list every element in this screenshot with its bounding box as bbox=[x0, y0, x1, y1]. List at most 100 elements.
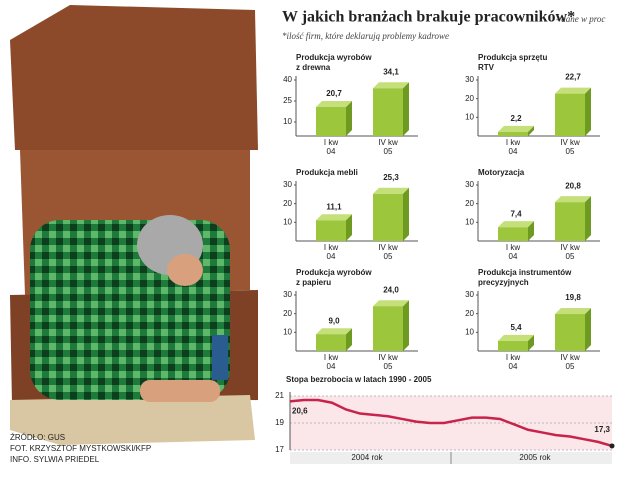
chart-title: Motoryzacja bbox=[478, 168, 525, 177]
x-tick-label: 05 bbox=[384, 252, 393, 261]
title: W jakich branżach brakuje pracowników* bbox=[282, 9, 575, 26]
y-tick-label: 10 bbox=[283, 327, 292, 336]
x-tick-label: 2005 rok bbox=[519, 453, 551, 462]
bar-side bbox=[346, 328, 352, 351]
bar bbox=[373, 193, 403, 241]
x-tick-label: IV kw bbox=[378, 243, 398, 252]
x-tick-label: I kw bbox=[324, 138, 338, 147]
y-tick-label: 10 bbox=[283, 217, 292, 226]
x-tick-label: IV kw bbox=[378, 353, 398, 362]
bar bbox=[498, 227, 528, 241]
value-label: 20,6 bbox=[292, 407, 308, 416]
credit: FOT. KRZYSZTOF MYSTKOWSKI/KFP bbox=[10, 444, 151, 453]
end-dot bbox=[609, 443, 615, 449]
y-tick-label: 10 bbox=[465, 217, 474, 226]
chart-title: RTV bbox=[478, 63, 495, 72]
bar-top bbox=[316, 101, 352, 108]
x-tick-label: 05 bbox=[566, 252, 575, 261]
bar-side bbox=[585, 308, 591, 351]
bar-side bbox=[346, 101, 352, 136]
chart-title: z papieru bbox=[296, 278, 331, 287]
line bbox=[289, 398, 613, 448]
chart-title: Produkcja wyrobów bbox=[296, 53, 372, 62]
value-label: 2,2 bbox=[510, 114, 522, 123]
chart-title: Produkcja instrumentów bbox=[478, 268, 572, 277]
value-label: 34,1 bbox=[383, 67, 399, 76]
value-label: 11,1 bbox=[326, 202, 342, 211]
credits: ŹRÓDŁO: GUS FOT. KRZYSZTOF MYSTKOWSKI/KF… bbox=[10, 433, 151, 464]
bar bbox=[498, 340, 528, 351]
value-label: 17,3 bbox=[594, 425, 610, 434]
note: *ilość firm, które deklarują problemy ka… bbox=[282, 31, 449, 41]
x-tick-label: IV kw bbox=[378, 138, 398, 147]
value-label: 22,7 bbox=[565, 73, 581, 82]
bar-top bbox=[555, 308, 591, 315]
bar-top bbox=[555, 196, 591, 203]
value-label: 7,4 bbox=[510, 209, 522, 218]
y-tick-label: 10 bbox=[465, 327, 474, 336]
y-tick-label: 20 bbox=[465, 309, 474, 318]
y-tick-label: 10 bbox=[465, 112, 474, 121]
x-tick-label: I kw bbox=[324, 243, 338, 252]
bar-side bbox=[585, 87, 591, 136]
bar-side bbox=[528, 334, 534, 351]
bar-side bbox=[403, 187, 409, 241]
x-tick-label: IV kw bbox=[560, 138, 580, 147]
bar-top bbox=[498, 334, 534, 341]
x-tick-label: 04 bbox=[327, 252, 336, 261]
value-label: 20,7 bbox=[326, 89, 342, 98]
y-tick-label: 20 bbox=[465, 199, 474, 208]
bar-side bbox=[528, 125, 534, 136]
credit: INFO. SYLWIA PRIEDEL bbox=[10, 455, 100, 464]
y-tick-label: 40 bbox=[283, 75, 292, 84]
x-tick-label: 04 bbox=[509, 362, 518, 371]
bar-top bbox=[373, 187, 409, 194]
x-tick-label: 05 bbox=[566, 362, 575, 371]
bar-side bbox=[528, 221, 534, 241]
bar-top bbox=[316, 328, 352, 335]
subtitle: - dane w proc bbox=[556, 14, 605, 24]
bar-side bbox=[403, 300, 409, 351]
chart-title: precyzyjnych bbox=[478, 278, 529, 287]
x-tick-label: 2004 rok bbox=[351, 453, 383, 462]
x-tick-label: 05 bbox=[384, 147, 393, 156]
bar-side bbox=[403, 82, 409, 136]
bar bbox=[555, 202, 585, 241]
chart-title: Produkcja wyrobów bbox=[296, 268, 372, 277]
y-tick-label: 21 bbox=[275, 391, 284, 400]
bar-top bbox=[498, 221, 534, 228]
chart-title: z drewna bbox=[296, 63, 331, 72]
value-label: 24,0 bbox=[383, 285, 399, 294]
credit: ŹRÓDŁO: GUS bbox=[10, 433, 65, 442]
bar-side bbox=[585, 196, 591, 241]
x-tick-label: 04 bbox=[509, 147, 518, 156]
x-tick-label: 05 bbox=[566, 147, 575, 156]
value-label: 20,8 bbox=[565, 181, 581, 190]
bar bbox=[373, 88, 403, 136]
x-tick-label: I kw bbox=[506, 243, 520, 252]
value-label: 5,4 bbox=[510, 323, 522, 332]
y-tick-label: 19 bbox=[275, 418, 284, 427]
photo bbox=[0, 0, 268, 480]
bar bbox=[316, 334, 346, 351]
y-tick-label: 30 bbox=[283, 180, 292, 189]
x-tick-label: I kw bbox=[506, 353, 520, 362]
y-tick-label: 20 bbox=[283, 199, 292, 208]
x-tick-label: 04 bbox=[509, 252, 518, 261]
bar bbox=[373, 306, 403, 351]
value-label: 25,3 bbox=[383, 173, 399, 182]
y-tick-label: 30 bbox=[283, 290, 292, 299]
value-label: 19,8 bbox=[565, 293, 581, 302]
x-tick-label: I kw bbox=[324, 353, 338, 362]
x-tick-label: 05 bbox=[384, 362, 393, 371]
y-tick-label: 30 bbox=[465, 290, 474, 299]
bar-top bbox=[555, 87, 591, 94]
x-tick-label: I kw bbox=[506, 138, 520, 147]
y-tick-label: 30 bbox=[465, 75, 474, 84]
bar-top bbox=[373, 82, 409, 89]
y-tick-label: 20 bbox=[283, 309, 292, 318]
bar-side bbox=[346, 214, 352, 241]
value-label: 9,0 bbox=[328, 316, 340, 325]
bar-top bbox=[373, 300, 409, 307]
